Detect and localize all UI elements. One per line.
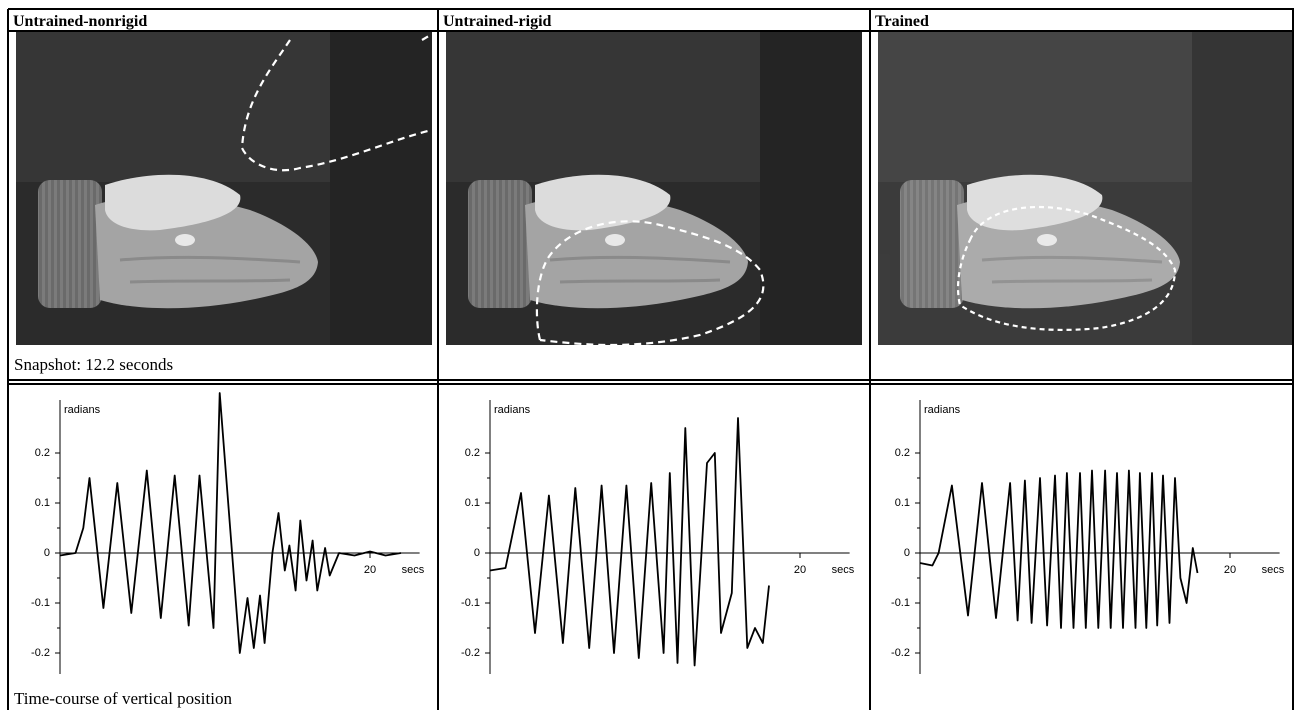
figure: Untrained-nonrigid Untrained-rigid Train… [0, 0, 1294, 710]
y-tick-label: -0.1 [31, 597, 50, 609]
x-tick-label: 20 [364, 564, 376, 576]
x-axis-label: secs [402, 564, 425, 576]
photo [446, 32, 862, 345]
y-tick-label: 0.2 [465, 447, 480, 459]
data-line [920, 471, 1198, 629]
x-axis-label: secs [1262, 564, 1285, 576]
y-tick-label: -0.2 [31, 647, 50, 659]
y-tick-label: 0.2 [895, 447, 910, 459]
y-tick-label: 0 [474, 547, 480, 559]
y-axis-label: radians [494, 404, 531, 416]
y-axis-label: radians [924, 404, 961, 416]
data-line [490, 418, 769, 666]
column-title: Untrained-rigid [443, 13, 552, 30]
x-tick-label: 20 [1224, 564, 1236, 576]
y-tick-label: 0.2 [35, 447, 50, 459]
y-tick-label: -0.1 [461, 597, 480, 609]
page: { "columns": [ {"title": "Untrained-nonr… [0, 0, 1294, 710]
column-title: Trained [875, 13, 929, 30]
photo [16, 32, 432, 345]
y-tick-label: 0.1 [35, 497, 50, 509]
y-tick-label: 0 [44, 547, 50, 559]
y-tick-label: -0.1 [891, 597, 910, 609]
photo [878, 32, 1294, 345]
x-tick-label: 20 [794, 564, 806, 576]
caption: Time-course of vertical position [14, 689, 232, 708]
y-axis-label: radians [64, 404, 101, 416]
y-tick-label: -0.2 [461, 647, 480, 659]
y-tick-label: 0 [904, 547, 910, 559]
column-title: Untrained-nonrigid [13, 13, 147, 30]
data-line [60, 393, 401, 653]
y-tick-label: 0.1 [895, 497, 910, 509]
y-tick-label: -0.2 [891, 647, 910, 659]
x-axis-label: secs [832, 564, 855, 576]
y-tick-label: 0.1 [465, 497, 480, 509]
caption: Snapshot: 12.2 seconds [14, 355, 173, 374]
